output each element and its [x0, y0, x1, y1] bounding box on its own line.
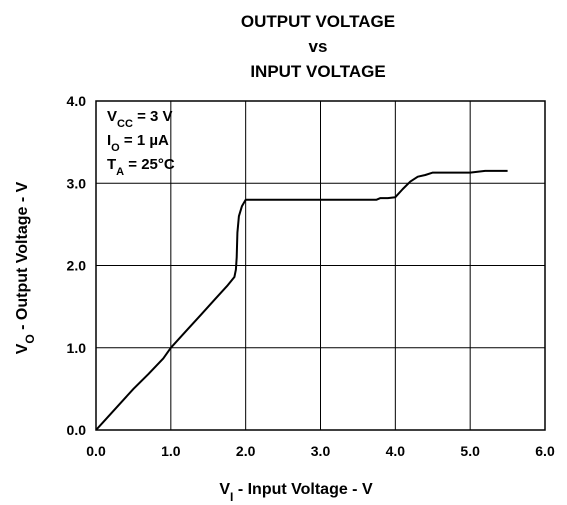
- y-axis-label: VO - Output Voltage - V: [14, 181, 37, 354]
- title-line: INPUT VOLTAGE: [250, 62, 385, 81]
- series: [95, 169, 508, 431]
- x-axis-label: VI - Input Voltage - V: [219, 481, 373, 504]
- title-line: vs: [309, 37, 328, 56]
- x-tick-label: 2.0: [236, 443, 256, 459]
- condition-label: VCC = 3 V: [107, 108, 173, 130]
- y-tick-label: 3.0: [67, 175, 87, 191]
- x-tick-label: 0.0: [86, 443, 106, 459]
- x-tick-label: 3.0: [311, 443, 331, 459]
- condition-label: TA = 25°C: [107, 156, 175, 178]
- y-axis-ticks: 0.0 1.0 2.0 3.0 4.0: [67, 93, 87, 438]
- title-line: OUTPUT VOLTAGE: [241, 12, 395, 31]
- x-axis-ticks: 0.0 1.0 2.0 3.0 4.0 5.0 6.0: [86, 443, 555, 459]
- y-tick-label: 2.0: [67, 258, 87, 274]
- x-tick-label: 6.0: [535, 443, 555, 459]
- x-tick-label: 1.0: [161, 443, 181, 459]
- plot-frame: [95, 100, 546, 431]
- y-tick-label: 0.0: [67, 422, 87, 438]
- condition-label: IO = 1 µA: [107, 132, 169, 154]
- chart-title: OUTPUT VOLTAGE vs INPUT VOLTAGE: [241, 12, 395, 81]
- y-tick-label: 4.0: [67, 93, 87, 109]
- grid: [96, 101, 545, 430]
- x-tick-label: 4.0: [386, 443, 406, 459]
- series-line: [95, 169, 508, 431]
- y-tick-label: 1.0: [67, 340, 87, 356]
- x-tick-label: 5.0: [460, 443, 480, 459]
